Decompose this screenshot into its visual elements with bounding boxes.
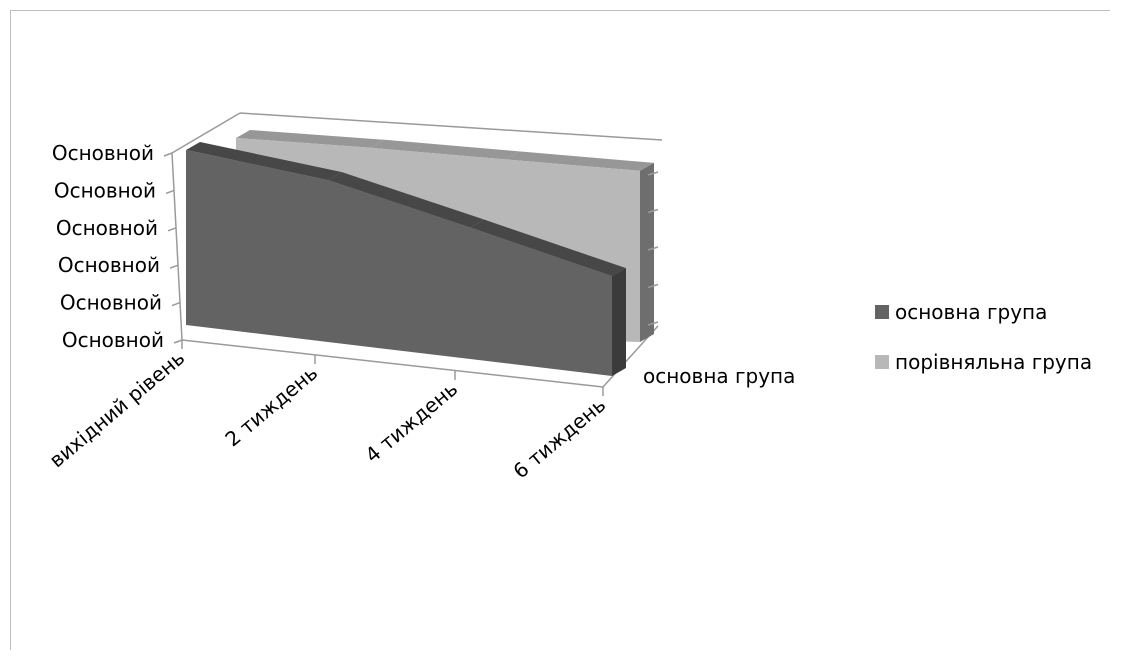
- floor-front-line: [181, 339, 604, 388]
- x-tick-label: 4 тиждень: [360, 376, 462, 467]
- area-top-face: [370, 139, 520, 160]
- area-front-face: [186, 150, 612, 376]
- area-top-face: [505, 151, 654, 171]
- y-tick-label: Основной: [62, 328, 164, 352]
- y-axis-line: [171, 152, 183, 341]
- x-tick-label: вихідний рівень: [45, 345, 190, 472]
- legend-swatch: [875, 355, 889, 369]
- back-tick-mark: [647, 283, 659, 289]
- y-tick-label: Основной: [58, 253, 160, 277]
- ticks-layer: [163, 152, 659, 396]
- y-tick-label: Основной: [52, 141, 154, 165]
- back-tick-mark: [647, 321, 659, 326]
- series-layer: [186, 130, 654, 376]
- y-tick-mark: [165, 189, 175, 195]
- area-top-face: [470, 219, 626, 277]
- y-tick-label: Основной: [54, 178, 156, 202]
- back-wall-top-line: [171, 112, 241, 154]
- y-tick-mark: [167, 227, 177, 232]
- back-top-line: [239, 112, 663, 141]
- back-tick-mark: [647, 171, 659, 176]
- chart-frame: [10, 10, 1110, 650]
- x-tick-label: 6 тиждень: [508, 392, 610, 483]
- x-tick-label: 2 тиждень: [220, 360, 322, 451]
- legend-label: порівняльна група: [895, 350, 1092, 374]
- area-top-face: [236, 130, 385, 148]
- y-tick-mark: [169, 264, 179, 269]
- area-top-face: [328, 172, 484, 228]
- legend: основна група порівняльна група: [875, 300, 1092, 374]
- legend-swatch: [875, 305, 889, 319]
- legend-label: основна група: [895, 300, 1047, 324]
- y-tick-label: Основной: [56, 216, 158, 240]
- area-side-face: [640, 162, 654, 342]
- y-tick-mark: [163, 152, 173, 157]
- series-main-group: [186, 142, 626, 376]
- y-tick-mark: [173, 339, 183, 344]
- area-top-face: [186, 142, 342, 181]
- back-tick-mark: [647, 246, 659, 251]
- y-tick-label: Основной: [60, 291, 162, 315]
- area-side-face: [612, 268, 626, 376]
- depth-axis-label: основна група: [643, 364, 795, 388]
- y-tick-mark: [171, 301, 181, 307]
- back-tick-mark: [647, 208, 659, 214]
